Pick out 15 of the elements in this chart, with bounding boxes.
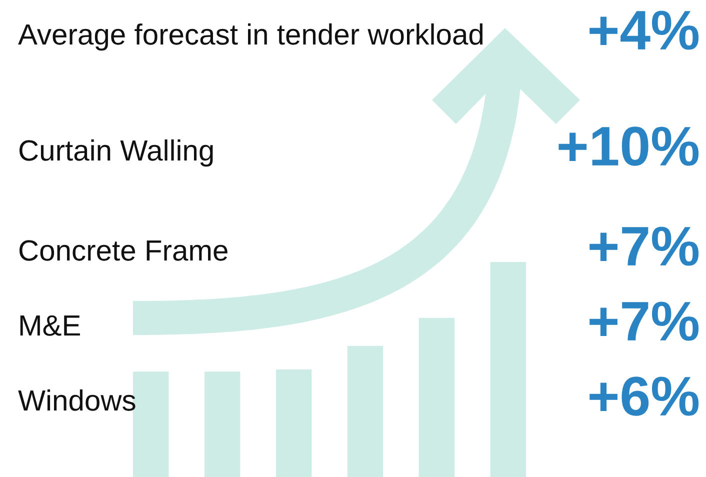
- text: +6%: [590, 376, 699, 416]
- text: +7%: [590, 226, 699, 266]
- bar: [204, 372, 240, 477]
- bar: [347, 346, 384, 477]
- text: +10%: [558, 126, 699, 166]
- bar: [418, 318, 455, 477]
- category-label: Concrete Frame: [19, 240, 228, 261]
- text: +4%: [590, 10, 699, 50]
- bar: [276, 370, 312, 477]
- text: +7%: [590, 302, 699, 341]
- category-label: Curtain Walling: [19, 139, 213, 167]
- category-label: Windows: [18, 389, 136, 411]
- bar: [490, 262, 526, 477]
- category-label: Average forecast in tender workload: [18, 23, 483, 51]
- category-label: M&E: [20, 315, 80, 336]
